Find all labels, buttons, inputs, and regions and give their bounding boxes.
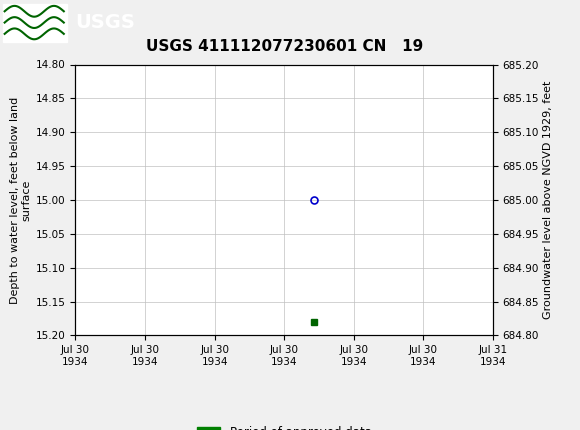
Text: USGS 411112077230601 CN   19: USGS 411112077230601 CN 19 <box>146 39 423 54</box>
Y-axis label: Depth to water level, feet below land
surface: Depth to water level, feet below land su… <box>10 96 32 304</box>
Legend: Period of approved data: Period of approved data <box>192 421 376 430</box>
Text: USGS: USGS <box>75 13 135 32</box>
Bar <box>3 3 67 42</box>
Y-axis label: Groundwater level above NGVD 1929, feet: Groundwater level above NGVD 1929, feet <box>543 81 553 319</box>
